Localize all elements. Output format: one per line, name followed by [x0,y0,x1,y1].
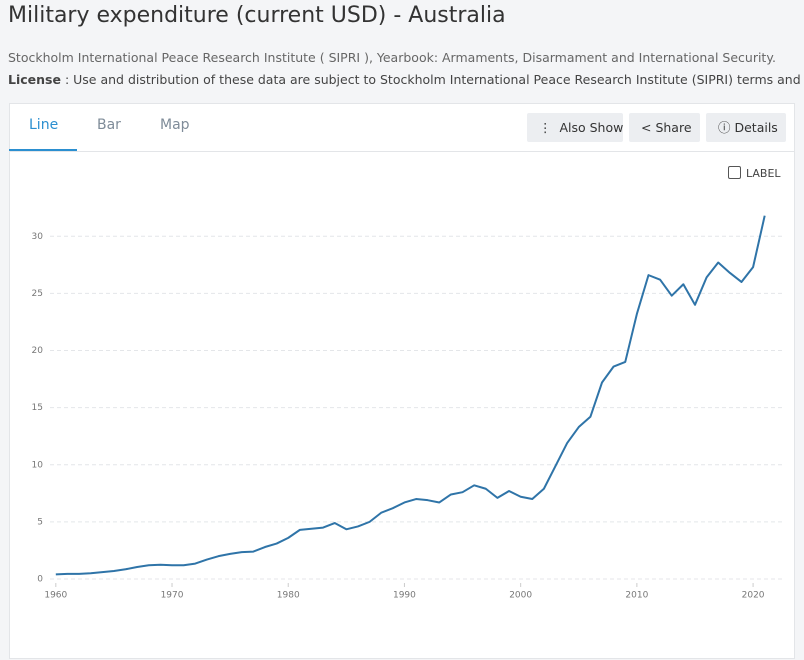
chart: 0 5 10 15 20 25 30 1960 1970 1980 1990 2000 2010 2020 [32,215,784,601]
tab-map[interactable]: Map [160,117,190,133]
y-tick-label: 15 [32,403,43,413]
checkbox-label: LABEL [746,167,781,180]
page-title: Military expenditure (current USD) - Aus… [8,3,506,28]
label-checkbox[interactable]: LABEL [728,166,781,180]
tab-bar[interactable]: Bar [97,117,121,133]
license-label: License [8,72,61,87]
y-tick-label: 0 [37,575,43,585]
x-tick-label: 2010 [625,591,648,601]
checkbox[interactable] [728,166,741,179]
data-line [55,215,766,576]
share-button[interactable]: < Share [629,113,700,142]
details-button[interactable]: ⓘ Details [706,113,786,142]
y-tick-label: 10 [32,460,44,470]
license-note: License : Use and distribution of these … [8,72,804,87]
x-tick-label: 1970 [161,591,184,601]
x-tick-label: 1960 [44,591,67,601]
license-text: : Use and distribution of these data are… [64,72,804,87]
y-tick-label: 20 [32,346,44,356]
y-tick-label: 5 [37,517,43,527]
y-tick-label: 25 [32,289,43,299]
tab-line[interactable]: Line [29,117,59,133]
button-label: Share [655,120,692,135]
x-tick-label: 1980 [277,591,300,601]
separator [9,151,795,152]
y-tick-label: 30 [32,232,44,242]
x-tick-label: 1990 [393,591,416,601]
x-tick-label: 2000 [509,591,532,601]
button-label: Details [734,120,778,135]
source-note: Stockholm International Peace Research I… [8,50,776,65]
button-label: Also Show [559,120,624,135]
active-tab-indicator [9,149,77,151]
x-tick-label: 2020 [742,591,765,601]
also-show-button[interactable]: ⋮ Also Show [527,113,623,142]
